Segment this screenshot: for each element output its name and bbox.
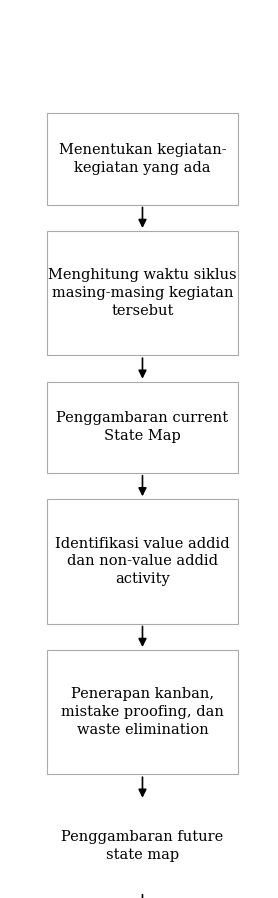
FancyBboxPatch shape	[47, 650, 238, 774]
FancyBboxPatch shape	[47, 801, 238, 892]
FancyBboxPatch shape	[47, 113, 238, 205]
Text: Penerapan kanban,
mistake proofing, dan
waste elimination: Penerapan kanban, mistake proofing, dan …	[61, 687, 224, 737]
Text: Menentukan kegiatan-
kegiatan yang ada: Menentukan kegiatan- kegiatan yang ada	[59, 143, 226, 175]
FancyBboxPatch shape	[47, 499, 238, 623]
Text: Menghitung waktu siklus
masing-masing kegiatan
tersebut: Menghitung waktu siklus masing-masing ke…	[48, 269, 237, 318]
Text: Identifikasi value addid
dan non-value addid
activity: Identifikasi value addid dan non-value a…	[55, 536, 230, 586]
FancyBboxPatch shape	[47, 231, 238, 356]
Text: Penggambaran future
state map: Penggambaran future state map	[61, 831, 224, 862]
FancyBboxPatch shape	[47, 382, 238, 473]
Text: Penggambaran current
State Map: Penggambaran current State Map	[56, 411, 229, 443]
